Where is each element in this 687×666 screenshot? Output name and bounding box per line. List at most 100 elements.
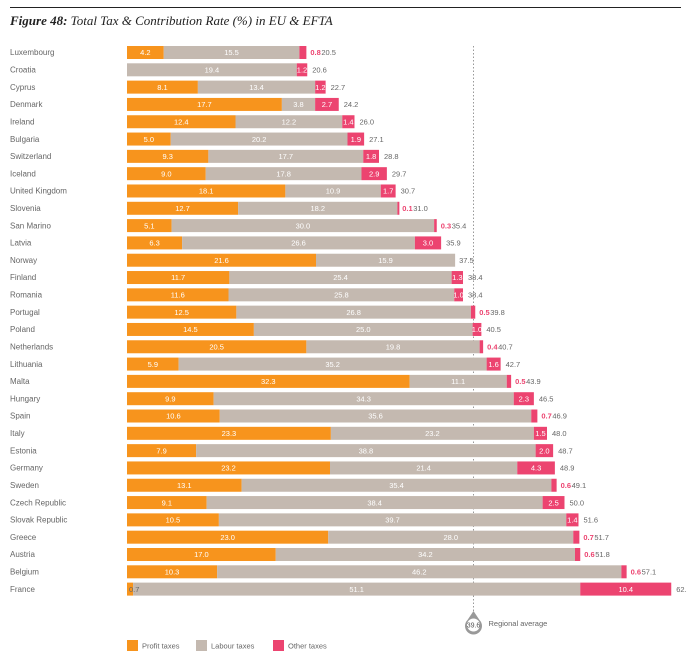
other-value-label: 1.0: [453, 291, 463, 300]
other-bar: [551, 478, 557, 492]
labour-value-label: 35.2: [325, 360, 340, 369]
profit-value-label: 9.1: [162, 498, 172, 507]
other-value-label: 0.1: [402, 204, 412, 213]
profit-bar: [127, 513, 219, 527]
labour-value-label: 25.0: [356, 325, 371, 334]
other-bar: [506, 374, 512, 388]
other-bar: [470, 305, 476, 319]
legend-label: Labour taxes: [211, 642, 255, 651]
labour-value-label: 25.4: [333, 273, 348, 282]
other-bar: [380, 184, 396, 198]
profit-value-label: 6.3: [149, 239, 159, 248]
category-label: France: [10, 585, 35, 594]
other-value-label: 1.0: [472, 325, 482, 334]
other-value-label: 1.7: [383, 187, 393, 196]
category-label: Austria: [10, 550, 35, 559]
labour-bar: [236, 305, 471, 319]
other-value-label: 4.3: [531, 464, 541, 473]
other-bar: [414, 236, 442, 250]
profit-bar: [127, 340, 307, 354]
other-bar: [347, 132, 365, 146]
labour-bar: [217, 565, 622, 579]
labour-value-label: 23.2: [425, 429, 440, 438]
profit-bar: [127, 547, 276, 561]
profit-bar: [127, 322, 254, 336]
total-value-label: 28.8: [384, 152, 399, 161]
labour-value-label: 10.9: [326, 187, 341, 196]
labour-bar: [170, 132, 348, 146]
other-bar: [315, 80, 326, 94]
other-value-label: 1.5: [535, 429, 545, 438]
total-value-label: 42.7: [506, 360, 521, 369]
other-bar: [531, 409, 538, 423]
profit-value-label: 32.3: [261, 377, 276, 386]
profit-value-label: 17.0: [194, 550, 209, 559]
total-value-label: 35.4: [452, 221, 467, 230]
total-value-label: 43.9: [526, 377, 541, 386]
profit-bar: [127, 184, 286, 198]
other-value-label: 0.7: [583, 533, 593, 542]
total-value-label: 35.9: [446, 239, 461, 248]
labour-bar: [163, 46, 300, 59]
labour-value-label: 19.8: [386, 342, 401, 351]
profit-bar: [127, 444, 197, 458]
other-value-label: 1.2: [315, 83, 325, 92]
category-label: Czech Republic: [10, 498, 66, 507]
category-label: Sweden: [10, 481, 39, 490]
other-bar: [454, 288, 463, 302]
category-label: Portugal: [10, 308, 40, 317]
profit-bar: [127, 271, 230, 285]
regional-average-label: Regional average: [489, 619, 548, 628]
other-bar: [479, 340, 484, 354]
total-value-label: 20.6: [312, 66, 327, 75]
other-bar: [486, 357, 501, 371]
profit-value-label: 10.3: [165, 568, 180, 577]
category-label: Slovak Republic: [10, 516, 67, 525]
profit-value-label: 5.9: [148, 360, 158, 369]
profit-value-label: 23.0: [220, 533, 235, 542]
total-value-label: 40.7: [498, 342, 513, 351]
profit-value-label: 5.0: [144, 135, 154, 144]
labour-bar: [330, 426, 534, 440]
total-value-label: 51.8: [595, 550, 610, 559]
figure-title-text: Total Tax & Contribution Rate (%) in EU …: [70, 13, 333, 28]
category-label: San Marino: [10, 221, 51, 230]
other-bar: [397, 201, 400, 215]
labour-value-label: 38.8: [359, 446, 374, 455]
labour-bar: [133, 582, 581, 596]
other-value-label: 2.0: [539, 446, 549, 455]
other-bar: [575, 547, 581, 561]
total-value-label: 48.0: [552, 429, 567, 438]
category-label: Croatia: [10, 66, 36, 75]
labour-value-label: 12.2: [282, 117, 297, 126]
other-value-label: 2.5: [548, 498, 558, 507]
other-bar: [621, 565, 627, 579]
total-value-label: 50.0: [570, 498, 585, 507]
other-value-label: 0.6: [561, 481, 571, 490]
total-value-label: 48.7: [558, 446, 573, 455]
profit-bar: [127, 236, 183, 250]
category-label: Luxembourg: [10, 48, 54, 57]
other-value-label: 0.5: [515, 377, 525, 386]
other-value-label: 0.8: [310, 48, 320, 57]
profit-value-label: 23.2: [221, 464, 236, 473]
profit-value-label: 12.5: [174, 308, 189, 317]
profit-bar: [127, 219, 172, 233]
category-label: Netherlands: [10, 342, 53, 351]
other-value-label: 0.7: [541, 412, 551, 421]
other-value-label: 0.3: [441, 221, 451, 230]
labour-value-label: 51.1: [349, 585, 364, 594]
labour-bar: [328, 530, 574, 544]
labour-value-label: 26.8: [346, 308, 361, 317]
other-value-label: 3.0: [423, 239, 433, 248]
profit-value-label: 11.7: [171, 273, 185, 282]
profit-value-label: 12.7: [175, 204, 190, 213]
other-bar: [535, 444, 554, 458]
profit-value-label: 10.5: [166, 516, 181, 525]
labour-value-label: 15.9: [378, 256, 393, 265]
regional-average-value: 39.6: [467, 623, 481, 630]
profit-value-label: 14.5: [183, 325, 198, 334]
total-value-label: 24.2: [344, 100, 359, 109]
labour-bar: [213, 392, 514, 406]
other-bar: [566, 513, 579, 527]
